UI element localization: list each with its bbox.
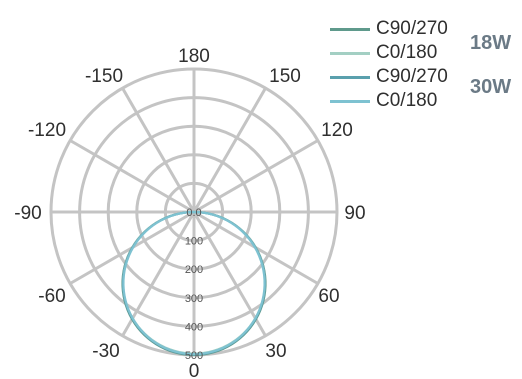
- radial-tick-label: 0.0: [186, 207, 201, 219]
- legend-label: C90/270: [376, 18, 448, 39]
- angle-tick-label: -90: [14, 203, 41, 224]
- intensity-curves: [121, 210, 267, 357]
- grid-spoke: [193, 139, 319, 214]
- angle-tick-label: -30: [92, 341, 119, 362]
- radial-tick-label: 100: [185, 236, 203, 248]
- radial-tick-label: 300: [185, 293, 203, 305]
- legend-label: C90/270: [376, 66, 448, 87]
- legend-item-18w-c0: C0/180: [330, 42, 437, 64]
- legend-item-30w-c0: C0/180: [330, 90, 437, 112]
- angle-tick-label: -150: [85, 66, 123, 87]
- angle-tick-label: 90: [344, 203, 365, 224]
- radial-tick-label: 400: [185, 321, 203, 333]
- radial-tick-label: 500: [185, 350, 203, 362]
- legend-swatch: [330, 99, 370, 103]
- grid-spoke: [192, 87, 267, 213]
- legend-item-30w-c90: C90/270: [330, 66, 448, 88]
- radial-tick-label: 200: [185, 264, 203, 276]
- angle-tick-label: 60: [318, 286, 339, 307]
- angle-tick-label: 120: [321, 120, 353, 141]
- legend-item-18w-c90: C90/270: [330, 18, 448, 40]
- angle-tick-label: 180: [178, 46, 210, 67]
- grid-spoke: [121, 87, 196, 213]
- group-label-30w: 30W: [470, 76, 512, 98]
- grid-spoke: [69, 139, 195, 214]
- legend-swatch: [330, 75, 370, 79]
- radial-tick-labels: 0.0 100 200 300 400 500: [185, 207, 203, 362]
- legend-swatch: [330, 51, 370, 55]
- angle-tick-label: -120: [28, 120, 66, 141]
- legend-swatch: [330, 27, 370, 31]
- angle-tick-label: -60: [38, 286, 65, 307]
- polar-grid: [49, 67, 339, 357]
- intensity-curve: [122, 210, 266, 356]
- grid-spoke: [121, 211, 196, 337]
- legend: C90/270 C0/180 C90/270 C0/180 18W 30W: [330, 14, 520, 124]
- angle-tick-label: 30: [265, 341, 286, 362]
- legend-label: C0/180: [376, 90, 438, 111]
- grid-spoke: [192, 211, 267, 337]
- angle-tick-label: 150: [269, 66, 301, 87]
- legend-label: C0/180: [376, 42, 438, 63]
- angle-tick-label: 0: [189, 361, 200, 379]
- group-label-18w: 18W: [470, 32, 512, 54]
